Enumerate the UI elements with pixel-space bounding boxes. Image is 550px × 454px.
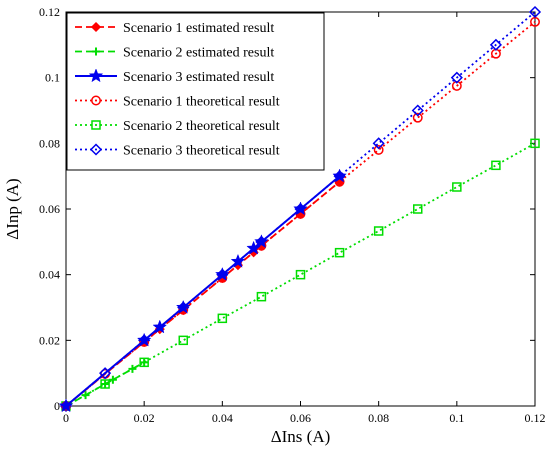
data-point bbox=[254, 234, 269, 249]
data-point bbox=[528, 5, 542, 19]
data-point bbox=[450, 71, 463, 84]
data-point bbox=[88, 68, 104, 83]
data-point bbox=[372, 137, 385, 150]
data-point bbox=[230, 253, 246, 268]
y-tick-label: 0.04 bbox=[39, 268, 60, 282]
data-point bbox=[140, 358, 149, 367]
data-point bbox=[452, 182, 462, 192]
data-point bbox=[334, 247, 345, 258]
x-tick-label: 0.06 bbox=[290, 411, 311, 425]
data-point bbox=[152, 319, 168, 334]
legend-label: Scenario 2 estimated result bbox=[123, 46, 274, 61]
series-2 bbox=[62, 358, 149, 410]
y-tick-label: 0.06 bbox=[39, 202, 60, 216]
series-line bbox=[65, 361, 145, 407]
data-point bbox=[58, 398, 74, 413]
x-tick-label: 0.12 bbox=[525, 411, 546, 425]
y-tick-label: 0.1 bbox=[45, 71, 60, 85]
data-point bbox=[136, 332, 152, 347]
data-point bbox=[295, 269, 306, 280]
legend-item-3: Scenario 3 estimated result bbox=[75, 68, 274, 85]
series-line bbox=[65, 181, 341, 407]
x-tick-label: 0.1 bbox=[449, 411, 464, 425]
y-axis-label: ΔInp (A) bbox=[3, 178, 22, 239]
legend-item-2: Scenario 2 estimated result bbox=[75, 46, 274, 61]
axis-ticks: 0 0.02 0.04 0.06 0.08 0.1 0.12 0 0.02 0.04 0.06 0.0… bbox=[39, 5, 546, 425]
data-point bbox=[412, 112, 423, 123]
legend-item-6: Scenario 3 theoretical result bbox=[75, 143, 280, 159]
data-point bbox=[81, 391, 90, 400]
data-point bbox=[92, 47, 100, 56]
x-tick-label: 0.08 bbox=[368, 411, 389, 425]
legend-box bbox=[66, 12, 325, 171]
x-tick-label: 0.02 bbox=[134, 411, 155, 425]
data-point bbox=[411, 104, 424, 117]
data-point bbox=[217, 313, 228, 324]
legend-item-5: Scenario 2 theoretical result bbox=[75, 119, 280, 134]
series-line bbox=[65, 175, 341, 407]
legend-label: Scenario 1 estimated result bbox=[123, 21, 274, 36]
data-point bbox=[332, 168, 347, 183]
legend-item-4: Scenario 1 theoretical result bbox=[75, 95, 280, 110]
data-point bbox=[175, 299, 191, 314]
x-tick-label: 0 bbox=[63, 411, 69, 425]
data-point bbox=[373, 226, 384, 236]
data-point bbox=[89, 143, 103, 156]
legend-item-1: Scenario 1 estimated result bbox=[75, 21, 274, 36]
series-layer bbox=[58, 5, 542, 413]
data-point bbox=[413, 204, 423, 214]
data-point bbox=[91, 95, 101, 106]
x-tick-label: 0.04 bbox=[212, 411, 233, 425]
data-point bbox=[215, 266, 230, 281]
data-point bbox=[101, 380, 110, 389]
y-tick-label: 0.08 bbox=[39, 136, 60, 150]
legend: Scenario 1 estimated result Scenario 2 es… bbox=[66, 12, 325, 171]
x-axis-label: ΔIns (A) bbox=[271, 427, 331, 446]
data-point bbox=[530, 138, 540, 149]
data-point bbox=[293, 201, 308, 216]
legend-label: Scenario 1 theoretical result bbox=[123, 95, 280, 110]
data-point bbox=[128, 364, 137, 373]
y-tick-label: 0 bbox=[54, 399, 60, 413]
y-tick-label: 0.02 bbox=[39, 333, 60, 347]
data-point bbox=[91, 120, 101, 130]
legend-label: Scenario 2 theoretical result bbox=[123, 119, 280, 134]
data-point bbox=[178, 335, 188, 346]
data-point bbox=[373, 144, 384, 155]
data-point bbox=[491, 160, 501, 171]
series-3 bbox=[58, 168, 347, 413]
data-point bbox=[90, 21, 102, 33]
data-point bbox=[489, 38, 502, 51]
data-point bbox=[256, 291, 267, 302]
legend-label: Scenario 3 estimated result bbox=[123, 70, 274, 85]
data-point bbox=[108, 375, 117, 384]
legend-label: Scenario 3 theoretical result bbox=[123, 144, 280, 159]
y-tick-label: 0.12 bbox=[39, 5, 60, 19]
